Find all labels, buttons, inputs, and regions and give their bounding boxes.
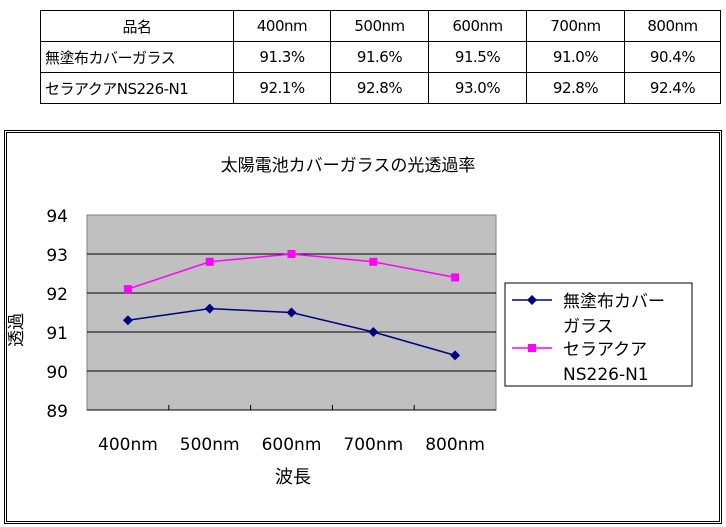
table-cell: 90.4% <box>624 41 721 73</box>
y-tick-label: 92 <box>46 285 68 305</box>
header-cell: 800nm <box>624 10 721 42</box>
header-cell: 品名 <box>40 10 234 42</box>
table-cell: 91.3% <box>233 41 331 73</box>
y-tick-label: 89 <box>46 402 68 422</box>
data-point-square <box>369 257 378 266</box>
data-point-square <box>205 257 214 266</box>
x-tick-label: 400nm <box>98 435 158 455</box>
table-cell: 無塗布カバーガラス <box>40 41 234 73</box>
table-cell: 91.0% <box>526 41 625 73</box>
y-tick-label: 91 <box>46 324 68 344</box>
data-point-square <box>123 285 132 294</box>
x-tick-label: 600nm <box>262 435 322 455</box>
legend-label: NS226-N1 <box>563 365 649 385</box>
data-point-diamond <box>286 307 297 318</box>
table-cell: 92.8% <box>330 72 429 104</box>
x-axis-title: 波長 <box>275 467 311 488</box>
y-tick-label: 90 <box>46 363 68 383</box>
header-cell: 600nm <box>428 10 527 42</box>
data-point-square <box>451 273 460 282</box>
x-tick-label: 500nm <box>180 435 240 455</box>
y-tick-label: 93 <box>46 246 68 266</box>
legend-label: セラアクア <box>563 340 647 360</box>
transmittance-table: 品名 400nm 500nm 600nm 700nm 800nm 無塗布カバーガ… <box>40 10 721 104</box>
table-cell: 93.0% <box>428 72 527 104</box>
legend-marker-square <box>528 344 536 352</box>
data-point-square <box>287 250 296 258</box>
y-tick-label: 94 <box>46 207 68 227</box>
table-cell: 92.4% <box>624 72 721 104</box>
legend-label: 無塗布カバー <box>563 291 665 312</box>
x-tick-label: 700nm <box>343 435 403 455</box>
data-point-diamond <box>368 327 379 337</box>
table-cell: 92.8% <box>526 72 625 104</box>
data-point-diamond <box>450 350 461 361</box>
chart-frame <box>4 130 722 524</box>
table-cell: 92.1% <box>233 72 331 104</box>
table-cell: セラアクアNS226-N1 <box>40 72 234 104</box>
x-tick-label: 800nm <box>425 435 485 455</box>
y-axis-title: 透過 <box>7 313 27 347</box>
data-point-diamond <box>122 315 133 326</box>
table-cell: 91.5% <box>428 41 527 73</box>
data-point-diamond <box>204 303 215 314</box>
header-cell: 400nm <box>233 10 331 42</box>
legend-label: ガラス <box>563 317 614 337</box>
legend-marker-diamond <box>527 295 537 305</box>
table-row: 無塗布カバーガラス 91.3% 91.6% 91.5% 91.0% 90.4% <box>40 41 721 73</box>
table-row: セラアクアNS226-N1 92.1% 92.8% 93.0% 92.8% 92… <box>40 72 721 104</box>
table-header-row: 品名 400nm 500nm 600nm 700nm 800nm <box>40 10 721 42</box>
chart-title: 太陽電池カバーガラスの光透過率 <box>221 156 476 176</box>
table-cell: 91.6% <box>330 41 429 73</box>
